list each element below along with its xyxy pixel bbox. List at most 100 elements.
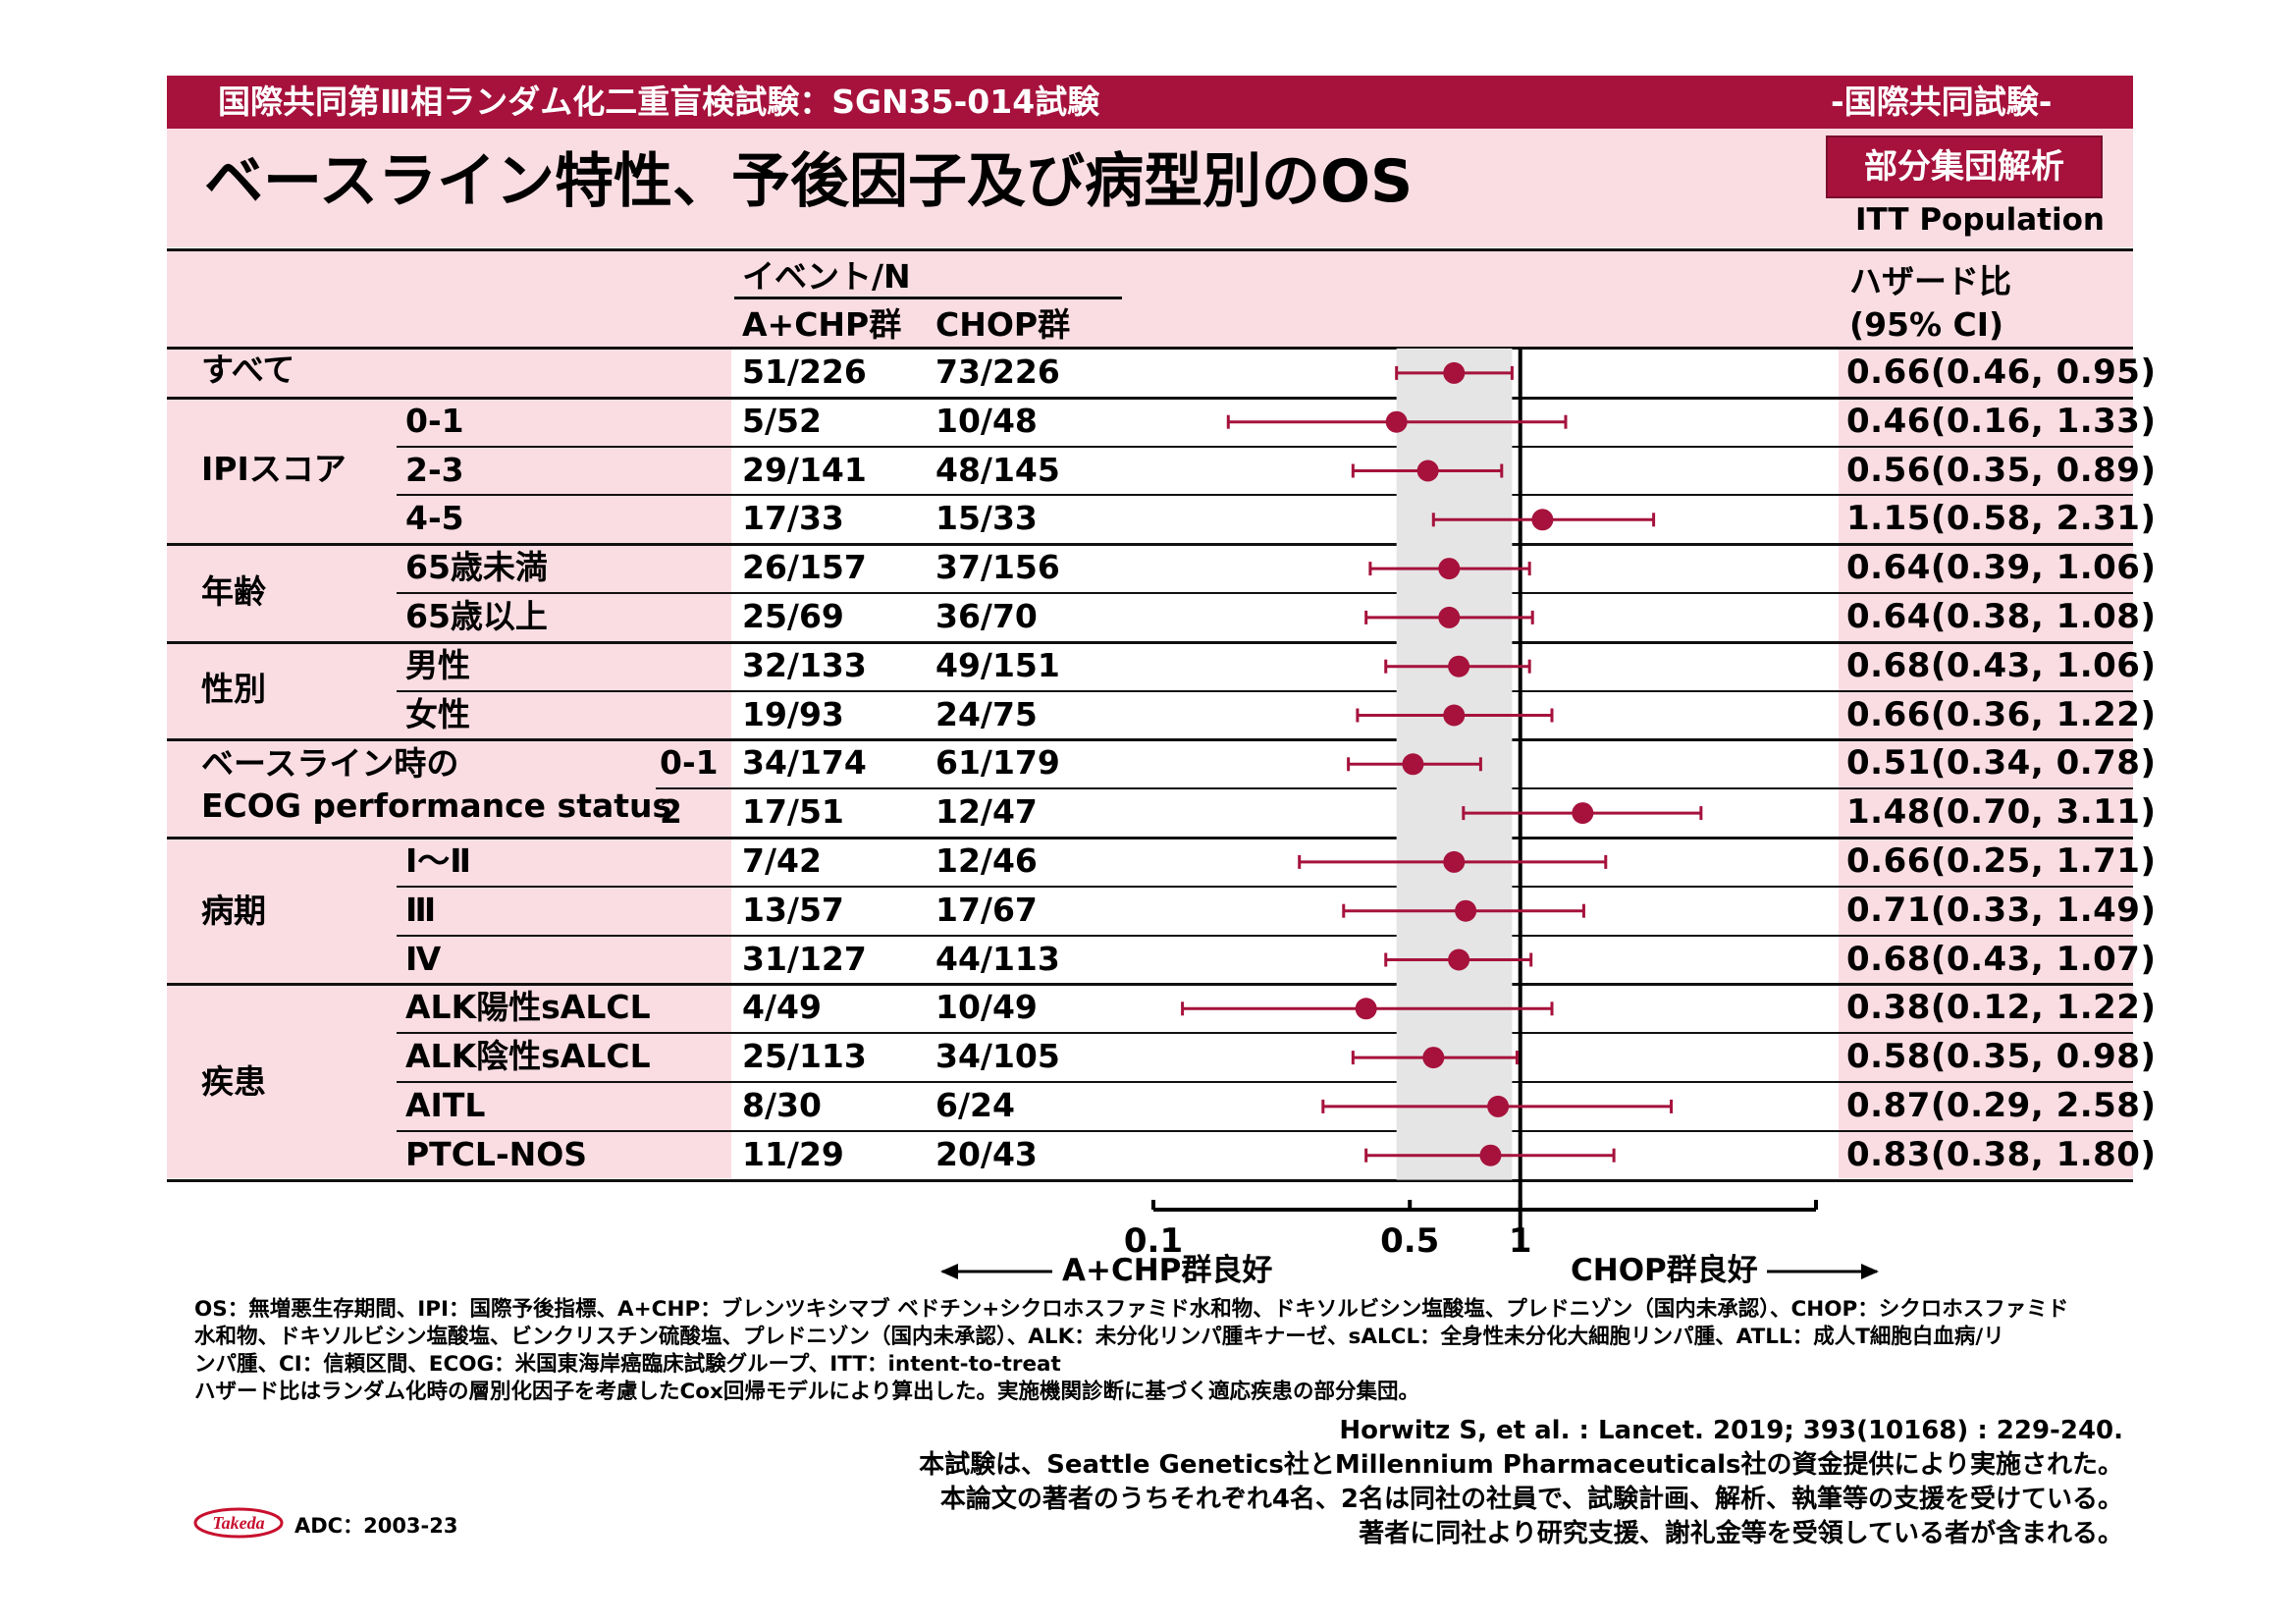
group-divider [167, 738, 2133, 742]
chop-events: 36/70 [935, 597, 1038, 635]
hr-point [1402, 753, 1424, 776]
row-divider [397, 1032, 2133, 1035]
x-tick-label: 1 [1509, 1221, 1532, 1261]
group-label-ecog-2: ECOG performance status [201, 786, 672, 825]
hr-point [1455, 899, 1477, 922]
hazard-ratio-value: 0.68(0.43, 1.06) [1846, 645, 2157, 685]
arm1-header: A+CHP群 [742, 305, 902, 344]
a-chp-events: 17/51 [742, 792, 844, 832]
subgroup-label: 4-5 [405, 499, 464, 538]
chop-events: 24/75 [935, 694, 1038, 733]
chop-events: 15/33 [935, 499, 1038, 538]
document-code: ADC：2003-23 [294, 1514, 458, 1538]
group-label-ecog: ベースライン時の [201, 744, 459, 783]
a-chp-events: 31/127 [742, 939, 867, 978]
subgroup-label: 2-3 [405, 450, 464, 489]
subgroup-label: Ⅳ [405, 939, 442, 978]
row-divider [397, 592, 2133, 594]
favors-a-chp-label: A+CHP群良好 [1062, 1253, 1273, 1288]
chop-events: 10/49 [935, 988, 1038, 1027]
hr-point [1438, 558, 1461, 580]
group-divider [167, 640, 2133, 644]
hr-point [1422, 1047, 1445, 1069]
svg-text:Takeda: Takeda [212, 1513, 264, 1533]
ci-header: (95% CI) [1849, 305, 2004, 344]
hazard-ratio-value: 0.46(0.16, 1.33) [1846, 401, 2157, 441]
chop-events: 44/113 [935, 939, 1060, 978]
group-label-disease: 疾患 [201, 1062, 266, 1101]
arrow-left-head [940, 1264, 958, 1279]
takeda-logo: Takeda [193, 1507, 284, 1539]
hazard-ratio-value: 1.15(0.58, 2.31) [1846, 499, 2157, 539]
x-tick-label: 0.1 [1124, 1221, 1183, 1261]
group-label-stage: 病期 [201, 892, 266, 930]
events-header: イベント/N [742, 257, 911, 296]
a-chp-events: 19/93 [742, 694, 844, 733]
subgroup-label: 0-1 [660, 743, 719, 783]
hazard-ratio-value: 0.66(0.25, 1.71) [1846, 841, 2157, 881]
hazard-ratio-value: 0.68(0.43, 1.07) [1846, 939, 2157, 979]
group-label-sex: 性別 [201, 670, 266, 708]
hr-point [1448, 948, 1470, 971]
x-tick-label: 0.5 [1380, 1221, 1439, 1261]
row-divider [397, 689, 2133, 692]
a-chp-events: 32/133 [742, 645, 867, 684]
reference-funding: 本試験は、Seattle Genetics社とMillennium Pharma… [919, 1450, 2123, 1480]
subgroup-label: PTCL-NOS [405, 1134, 588, 1173]
group-divider [167, 837, 2133, 839]
chop-events: 48/145 [935, 450, 1060, 489]
reference-disclosure: 著者に同社より研究支援、謝礼金等を受領している者が含まれる。 [1359, 1519, 2123, 1548]
hazard-ratio-value: 0.58(0.35, 0.98) [1846, 1037, 2157, 1077]
chop-events: 12/46 [935, 841, 1038, 880]
row-divider [397, 1129, 2133, 1132]
hazard-ratio-value: 0.56(0.35, 0.89) [1846, 450, 2157, 490]
x-axis: 0.1 0.5 1 [1124, 1200, 1818, 1261]
row-divider [397, 885, 2133, 888]
group-divider [167, 543, 2133, 547]
subgroup-label: 65歳未満 [405, 548, 548, 587]
hazard-ratio-value: 0.87(0.29, 2.58) [1846, 1086, 2157, 1125]
a-chp-events: 25/113 [742, 1037, 867, 1076]
footnote-4: ハザード比はランダム化時の層別化因子を考慮したCox回帰モデルにより算出した。実… [194, 1380, 1419, 1404]
hr-point [1443, 361, 1466, 384]
chop-events: 37/156 [935, 548, 1060, 587]
table-top-rule [167, 248, 2133, 251]
a-chp-events: 11/29 [742, 1134, 844, 1173]
subgroup-label: Ⅰ～Ⅱ [405, 841, 472, 880]
footnote-2: 水和物、ドキソルビシン塩酸塩、ビンクリスチン硫酸塩、プレドニゾン（国内未承認）、… [194, 1325, 2004, 1349]
header-bar [167, 76, 2133, 129]
hazard-ratio-value: 0.83(0.38, 1.80) [1846, 1134, 2157, 1174]
a-chp-events: 13/57 [742, 890, 844, 929]
chop-events: 10/48 [935, 401, 1038, 440]
subgroup-column-bg [167, 349, 731, 1178]
group-label-age: 年齢 [201, 572, 266, 611]
subgroup-label: Ⅲ [405, 890, 437, 929]
chop-events: 17/67 [935, 890, 1038, 929]
subgroup-label: 0-1 [405, 401, 464, 440]
subgroup-label: ALK陰性sALCL [405, 1037, 651, 1076]
hazard-ratio-value: 1.48(0.70, 3.11) [1846, 792, 2157, 833]
hr-point [1448, 655, 1470, 677]
hazard-ratio-value: 0.64(0.39, 1.06) [1846, 548, 2157, 588]
group-divider [167, 396, 2133, 400]
hazard-ratio-value: 0.51(0.34, 0.78) [1846, 743, 2157, 784]
a-chp-events: 26/157 [742, 548, 867, 587]
subgroup-label: 65歳以上 [405, 597, 548, 635]
a-chp-events: 4/49 [742, 988, 822, 1027]
chop-events: 6/24 [935, 1086, 1015, 1124]
row-divider [397, 494, 2133, 497]
row-divider [397, 934, 2133, 937]
hr-point [1385, 410, 1408, 433]
chop-events: 61/179 [935, 743, 1060, 783]
subgroup-badge: 部分集団解析 [1826, 135, 2103, 198]
chop-events: 49/151 [935, 645, 1060, 684]
reference-citation: Horwitz S, et al. : Lancet. 2019; 393(10… [1339, 1416, 2123, 1445]
table-bottom-rule [167, 1178, 2133, 1182]
reference-authors: 本論文の著者のうちそれぞれ4名、2名は同社の社員で、試験計画、解析、執筆等の支援… [939, 1485, 2123, 1514]
hr-point [1438, 606, 1461, 628]
chop-events: 12/47 [935, 792, 1038, 832]
a-chp-events: 29/141 [742, 450, 867, 489]
subgroup-label: 男性 [405, 645, 470, 684]
hr-point [1355, 998, 1377, 1020]
